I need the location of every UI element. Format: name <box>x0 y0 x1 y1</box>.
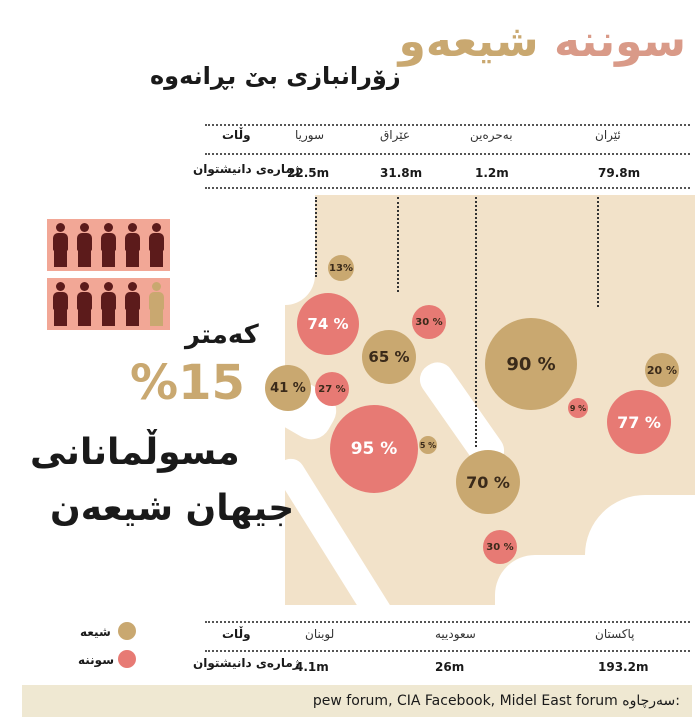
person-icon <box>50 223 70 269</box>
person-icon <box>122 282 142 328</box>
bottom-pop-lebanon: 4.1m <box>295 660 329 674</box>
subtitle: زۆرانبازی بێ بڕانەوە <box>150 62 401 90</box>
bottom-country-pakistan: پاکستان <box>595 627 635 641</box>
circle-oman-sunni: 30 % <box>483 530 517 564</box>
person-icon <box>74 282 94 328</box>
circle-iraq-sunni: 30 % <box>412 305 446 339</box>
circle-lebanon-shia: 41 % <box>265 365 311 411</box>
pointer-syria <box>315 197 317 277</box>
bottom-divider-2 <box>205 650 690 652</box>
person-icon <box>146 223 166 269</box>
pointer-iraq <box>397 197 399 292</box>
top-divider-1 <box>205 124 690 126</box>
headline-line2: جیهان شیعەن <box>50 488 295 529</box>
people-row-top <box>47 219 170 271</box>
top-pop-iraq: 31.8m <box>380 166 423 180</box>
pointer-iran <box>597 197 599 307</box>
top-divider-3 <box>205 187 690 189</box>
title-word-shia: شیعەو <box>398 16 539 67</box>
bottom-header-label: وڵات <box>222 627 251 641</box>
bottom-pop-saudi: 26m <box>435 660 465 674</box>
sources-footer: pew forum, CIA Facebook, Midel East foru… <box>22 685 692 717</box>
top-pop-iran: 79.8m <box>598 166 641 180</box>
circle-bahrain-shia: 70 % <box>456 450 520 514</box>
bottom-country-saudi: سعودییە <box>435 627 476 641</box>
circle-pakistan-shia: 20 % <box>645 353 679 387</box>
circle-saudi-shia: 5 % <box>419 436 437 454</box>
legend-shia-label: شیعە <box>80 625 111 639</box>
title-word-sunni: سوننە <box>553 16 686 67</box>
mediterranean-sea <box>285 195 315 305</box>
top-country-bahrain: بەحرەین <box>470 128 513 142</box>
gulf-of-aden <box>495 555 615 615</box>
bottom-divider-1 <box>205 621 690 623</box>
legend-sunni-label: سوننە <box>78 653 115 667</box>
headline-percent: %15 <box>130 355 245 411</box>
headline-line1: مسوڵمانانی <box>30 432 240 473</box>
top-country-syria: سوریا <box>295 128 325 142</box>
sources-label: سەرچاوە: <box>622 693 680 709</box>
sources-list: pew forum, CIA Facebook, Midel East foru… <box>312 693 618 709</box>
person-icon <box>122 223 142 269</box>
top-country-iraq: عێراق <box>380 128 411 142</box>
people-row-bottom <box>47 278 170 330</box>
pointer-bahrain <box>475 197 477 447</box>
top-header-label: وڵات <box>222 128 251 142</box>
top-pop-bahrain: 1.2m <box>475 166 509 180</box>
legend-sunni-swatch <box>118 650 136 668</box>
circle-iran-shia: 90 % <box>485 318 577 410</box>
headline-less: کەمتر <box>185 320 259 350</box>
circle-saudi-sunni: 95 % <box>330 405 418 493</box>
circle-top-shia-13: 13% <box>328 255 354 281</box>
circle-iran-sunni: 9 % <box>568 398 588 418</box>
person-icon <box>146 282 166 328</box>
main-title: سوننە شیعەو <box>399 20 686 64</box>
legend-shia-swatch <box>118 622 136 640</box>
top-row-label: ژمارەی دانیشتوان <box>193 162 300 176</box>
bottom-row-label: ژمارەی دانیشتوان <box>193 656 300 670</box>
sources-text: pew forum, CIA Facebook, Midel East foru… <box>313 693 680 709</box>
top-country-iran: ئێران <box>595 128 621 142</box>
person-icon <box>50 282 70 328</box>
top-pop-syria: 22.5m <box>287 166 330 180</box>
circle-syria-sunni: 74 % <box>297 293 359 355</box>
person-icon <box>74 223 94 269</box>
person-icon <box>98 282 118 328</box>
circle-iraq-shia: 65 % <box>362 330 416 384</box>
circle-pakistan-sunni: 77 % <box>607 390 671 454</box>
person-icon <box>98 223 118 269</box>
top-divider-2 <box>205 153 690 155</box>
circle-lebanon-sunni: 27 % <box>315 372 349 406</box>
bottom-pop-pakistan: 193.2m <box>598 660 649 674</box>
bottom-country-lebanon: لوبنان <box>305 627 335 641</box>
